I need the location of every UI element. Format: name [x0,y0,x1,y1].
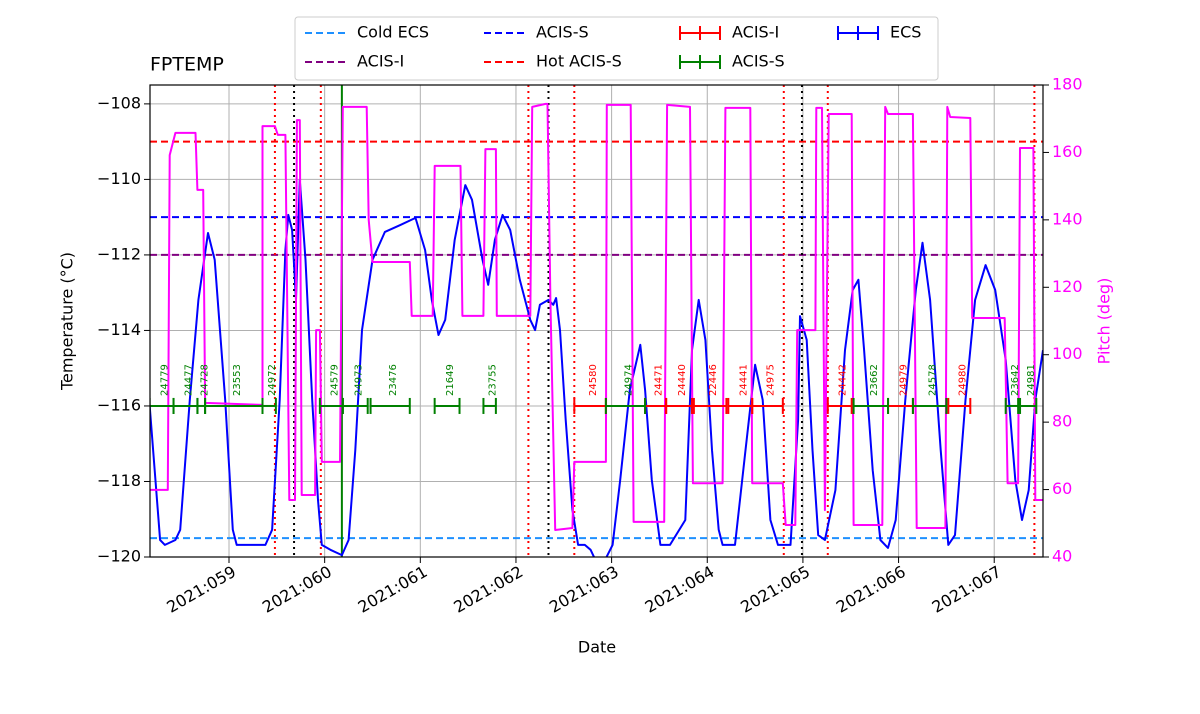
legend-label: ECS [890,23,921,42]
obsid-label: 23662 [869,364,880,396]
obsid-label: 24477 [183,364,194,396]
legend-items: Cold ECS ACIS-I ACIS-S Hot ACIS-S ACIS-I ACIS… [305,23,921,71]
obsid-label: 24442 [838,364,849,396]
x-axis-label: Date [578,638,616,657]
y2-tick-label: 60 [1052,479,1072,498]
y2-tick-label: 40 [1052,547,1072,566]
y2-axis-label: Pitch (deg) [1095,278,1114,365]
obsid-label: 24728 [199,364,210,396]
obsid-label: 24974 [623,364,634,396]
obsid-label: 24975 [766,364,777,396]
legend-label: ACIS-I [732,23,779,42]
obsid-label: 24979 [898,364,909,396]
grid-layer [150,85,1043,558]
temperature-line [150,178,1043,557]
x-tick-label: 2021:063 [546,562,622,617]
legend-label: ACIS-S [732,52,785,71]
y-tick-label: −112 [97,244,141,263]
y2-tick-label: 180 [1052,75,1083,94]
chart-title: FPTEMP [150,54,224,76]
y2-tick-label: 140 [1052,209,1083,228]
pitch-line [150,102,1043,531]
legend-marker-cap [679,26,721,40]
legend-label: ACIS-I [357,52,404,71]
obsid-label: 24972 [267,364,278,396]
legend-marker-cap [679,55,721,69]
y2-tick-label: 160 [1052,142,1083,161]
x-tick-label: 2021:064 [642,562,718,617]
x-tick-label: 2021:065 [737,562,813,617]
x-tick-label: 2021:062 [450,562,526,617]
y-axis-label: Temperature (°C) [58,252,77,391]
y-tick-label: −110 [97,169,141,188]
obsid-label: 22446 [708,364,719,396]
y2-tick-label: 100 [1052,344,1083,363]
obsid-label: 24973 [353,364,364,396]
obsid-label: 24779 [160,364,171,396]
x-tick-label: 2021:066 [833,562,909,617]
data-layer [150,85,1043,557]
x-tick-label: 2021:059 [163,562,239,617]
obsid-label: 24580 [588,364,599,396]
obsid-label: 23642 [1010,364,1021,396]
x-tick-label: 2021:067 [929,562,1005,617]
y-tick-label: −120 [97,547,141,566]
x-tick-label: 2021:060 [259,562,335,617]
y-tick-label: −118 [97,471,141,490]
obsid-label: 24441 [738,364,749,396]
x-tick-label: 2021:061 [355,562,431,617]
obsid-label: 23476 [388,364,399,396]
y-tick-label: −116 [97,395,141,414]
obsid-label: 24579 [329,364,340,396]
y-tick-label: −114 [97,320,141,339]
obsid-label: 24471 [654,364,665,396]
legend-label: ACIS-S [536,23,589,42]
y-tick-label: −108 [97,93,141,112]
obsid-label: 23553 [232,364,243,396]
obsid-label: 23755 [488,364,499,396]
legend-marker-cap [837,26,879,40]
obsid-label: 24981 [1026,364,1037,396]
plot-frame [149,84,1044,558]
legend-label: Cold ECS [357,23,429,42]
legend [294,16,939,81]
legend-label: Hot ACIS-S [536,52,622,71]
obsid-label: 21649 [445,364,456,396]
obsid-label: 24578 [928,364,939,396]
y2-tick-label: 80 [1052,412,1072,431]
y2-tick-label: 120 [1052,277,1083,296]
obsid-label: 24980 [957,364,968,396]
obsid-label: 24440 [677,364,688,396]
